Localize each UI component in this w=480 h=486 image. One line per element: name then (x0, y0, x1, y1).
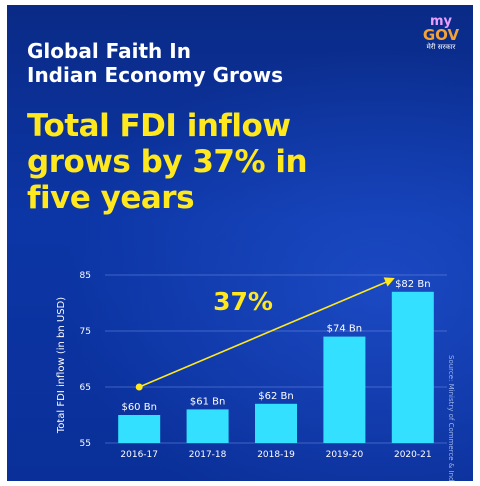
x-tick-label: 2018-19 (257, 450, 295, 460)
y-tick-label: 65 (80, 383, 91, 393)
main-title-line-3: five years (27, 180, 195, 216)
headline-line-1: Global Faith In (27, 39, 191, 63)
y-axis-label: Total FDI inflow (in bn USD) (56, 297, 67, 434)
x-tick-label: 2019-20 (326, 450, 364, 460)
bar-value-label: $82 Bn (395, 279, 430, 290)
main-title-line-1: Total FDI inflow (27, 108, 291, 144)
x-tick-label: 2016-17 (120, 450, 158, 460)
mygov-logo: my GOV मेरी सरकार (421, 15, 461, 52)
bar-2019-20 (323, 336, 366, 443)
bar-2016-17 (118, 415, 161, 443)
bar-value-label: $62 Bn (258, 391, 293, 402)
bar-2017-18 (186, 409, 229, 443)
growth-arrow (135, 277, 395, 391)
bar-2020-21 (391, 291, 434, 443)
growth-annotation: 37% (213, 287, 273, 316)
source-note: Source: Ministry of Commerce & Industry (447, 355, 455, 481)
y-tick-label: 85 (80, 271, 91, 281)
logo-gov-text: GOV (422, 26, 460, 44)
headline-line-2: Indian Economy Grows (27, 63, 284, 87)
bar-value-label: $61 Bn (190, 396, 225, 407)
y-tick-label: 55 (80, 439, 91, 449)
y-tick-label: 75 (80, 327, 91, 337)
x-tick-labels: 2016-17 2017-18 2018-19 2019-20 2020-21 (120, 450, 431, 460)
x-tick-label: 2017-18 (189, 450, 227, 460)
growth-arrow-head (383, 277, 395, 287)
bar-value-labels: $60 Bn $61 Bn $62 Bn $74 Bn $82 Bn (121, 279, 430, 413)
main-title-line-2: grows by 37% in (27, 144, 308, 180)
logo-my-text: my (429, 14, 453, 29)
bar-value-label: $74 Bn (327, 324, 362, 335)
chart-grid (105, 274, 447, 444)
y-tick-labels: 55 65 75 85 (80, 271, 91, 449)
x-tick-label: 2020-21 (394, 450, 432, 460)
growth-arrow-start-dot (135, 383, 143, 391)
logo-subtitle: मेरी सरकार (426, 43, 456, 51)
infographic-poster: Global Faith In Indian Economy Grows Tot… (7, 5, 473, 481)
growth-arrow-line (138, 280, 390, 388)
bar-value-label: $60 Bn (121, 402, 156, 413)
bar-2018-19 (255, 403, 297, 443)
chart-bars (118, 291, 434, 443)
